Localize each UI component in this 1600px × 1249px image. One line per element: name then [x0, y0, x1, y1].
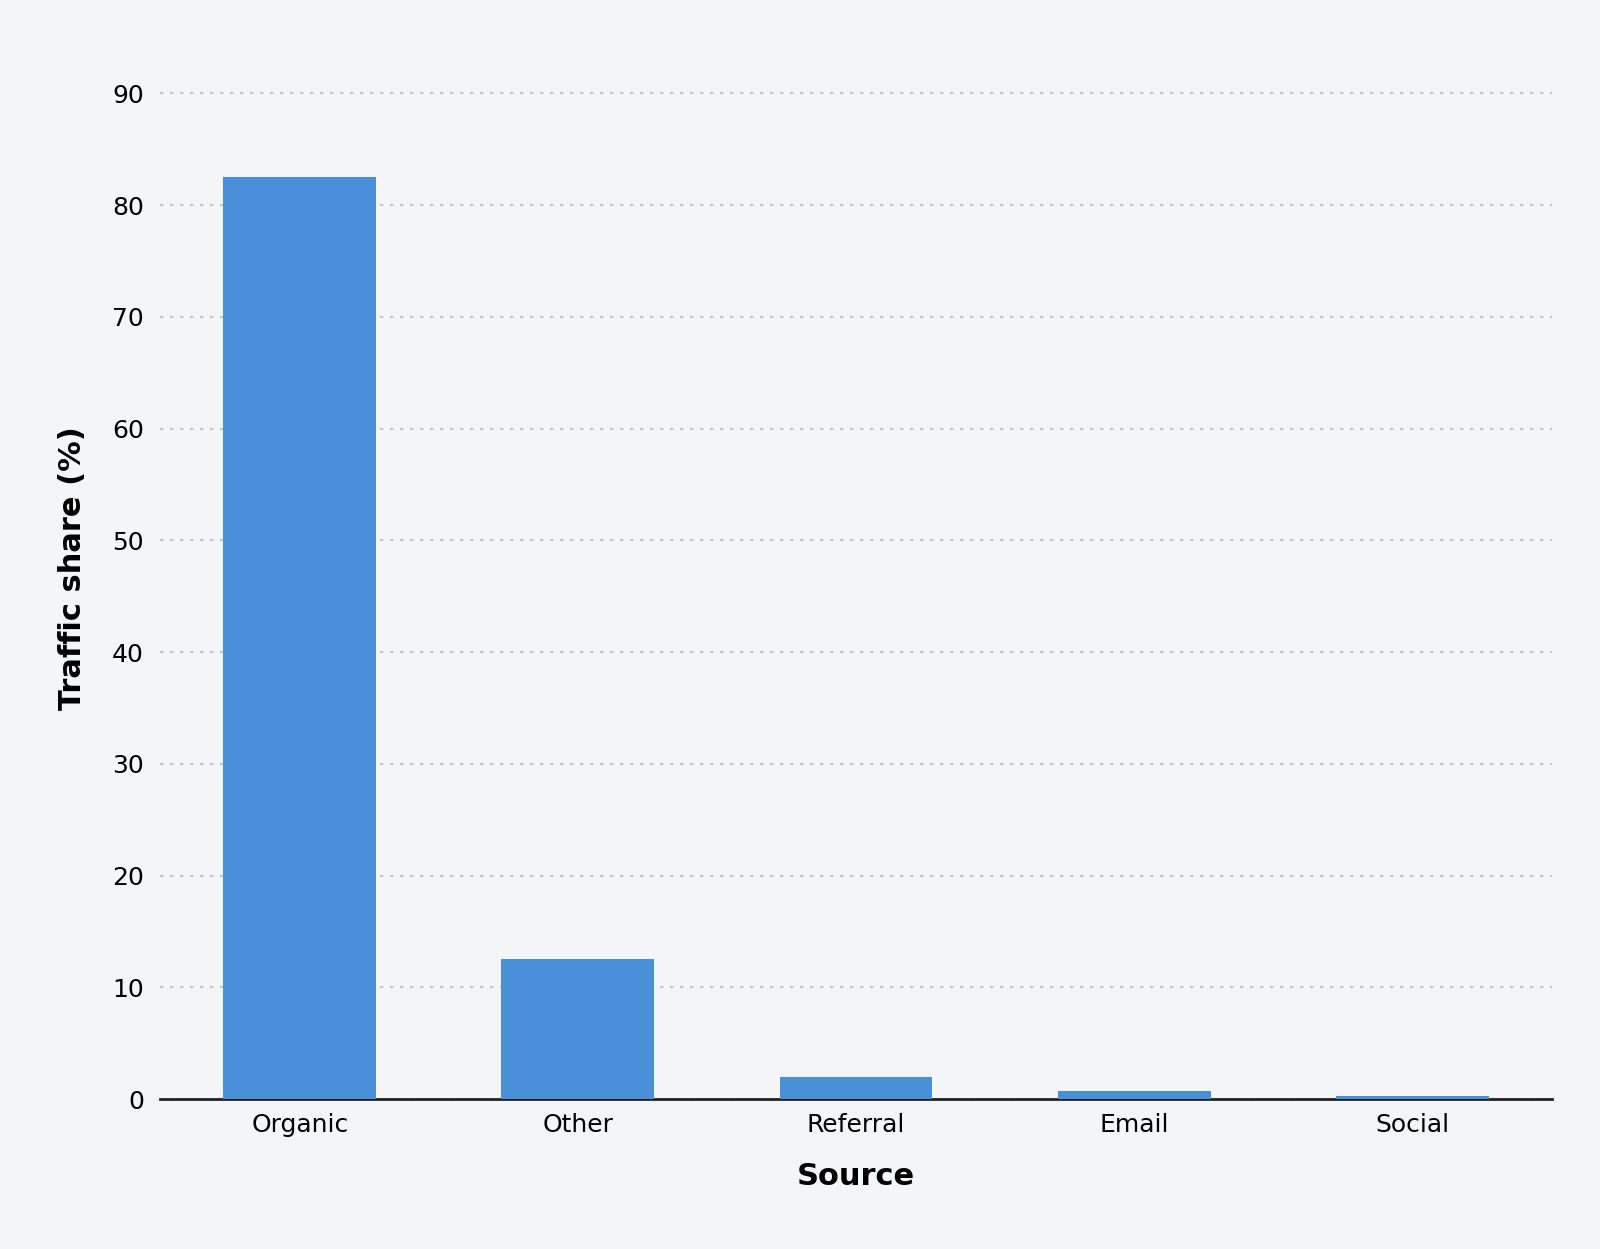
Bar	[1058, 1092, 1211, 1099]
Y-axis label: Traffic share (%): Traffic share (%)	[58, 426, 86, 711]
Bar	[224, 177, 376, 1099]
Bar	[501, 959, 654, 1099]
Bar	[779, 1077, 933, 1099]
X-axis label: Source: Source	[797, 1162, 915, 1192]
Bar	[1336, 1095, 1488, 1099]
